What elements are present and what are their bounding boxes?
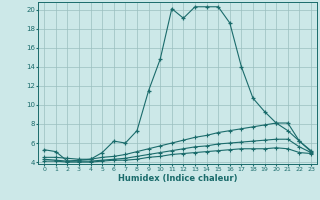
X-axis label: Humidex (Indice chaleur): Humidex (Indice chaleur) xyxy=(118,174,237,183)
